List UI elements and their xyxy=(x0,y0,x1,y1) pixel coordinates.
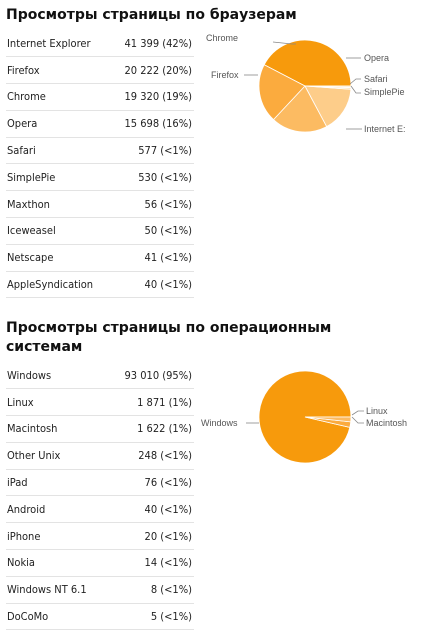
os-pie-chart: Windows Linux Macintosh xyxy=(201,370,407,464)
row-label: SimplePie xyxy=(6,163,111,192)
pie-label: Firefox xyxy=(211,70,239,80)
row-label: Other Unix xyxy=(6,442,107,470)
row-value: 41 (<1%) xyxy=(110,244,194,272)
pie-leader-line xyxy=(351,416,364,424)
row-value: 40 (<1%) xyxy=(110,271,194,299)
table-row: Linux 1 871 (1%) xyxy=(6,388,194,417)
row-label: Windows NT 6.1 xyxy=(6,576,107,604)
pie-slice-macintosh xyxy=(304,416,352,423)
row-label: DoCoMo xyxy=(6,603,107,631)
pie-slice-internet-explorer xyxy=(263,39,352,87)
row-label: Firefox xyxy=(6,56,111,85)
table-row: Chrome 19 320 (19%) xyxy=(6,83,194,111)
table-row: Firefox 20 222 (20%) xyxy=(6,56,194,85)
pie-leader-line xyxy=(351,410,364,416)
table-row: Nokia 14 (<1%) xyxy=(6,549,194,577)
table-row: Android 40 (<1%) xyxy=(6,495,194,524)
row-label: Netscape xyxy=(6,244,111,272)
row-value: 20 (<1%) xyxy=(106,522,194,551)
row-value: 14 (<1%) xyxy=(106,549,194,577)
pie-label: Chrome xyxy=(206,33,238,43)
row-label: AppleSyndication xyxy=(6,271,111,299)
row-value: 5 (<1%) xyxy=(106,603,194,631)
table-row: Iceweasel 50 (<1%) xyxy=(6,217,194,245)
row-value: 1 622 (1%) xyxy=(106,415,194,443)
pie-slice-opera xyxy=(304,85,352,128)
row-label: Macintosh xyxy=(6,415,107,443)
table-row: Safari 577 (<1%) xyxy=(6,137,194,165)
table-row: iPhone 20 (<1%) xyxy=(6,522,194,551)
row-value: 8 (<1%) xyxy=(106,576,194,604)
pie-leader-line xyxy=(350,85,361,94)
table-row: DoCoMo 5 (<1%) xyxy=(6,603,194,631)
row-label: Safari xyxy=(6,137,111,165)
row-label: Iceweasel xyxy=(6,217,111,245)
table-row: Other Unix 248 (<1%) xyxy=(6,442,194,470)
pie-label: SimplePie xyxy=(364,87,405,97)
table-row: Internet Explorer 41 399 (42%) xyxy=(6,30,194,58)
pie-slice-firefox xyxy=(258,64,306,121)
os-section-title: Просмотры страницы по операционным систе… xyxy=(6,320,332,355)
table-row: AppleSyndication 40 (<1%) xyxy=(6,271,194,299)
row-value: 41 399 (42%) xyxy=(110,30,194,58)
table-row: Windows NT 6.1 8 (<1%) xyxy=(6,576,194,604)
row-value: 93 010 (95%) xyxy=(106,362,194,390)
row-label: Android xyxy=(6,495,107,524)
os-table: Windows 93 010 (95%) Linux 1 871 (1%) Macint… xyxy=(6,362,194,631)
table-row: Opera 15 698 (16%) xyxy=(6,110,194,138)
row-label: iPad xyxy=(6,469,107,497)
row-value: 19 320 (19%) xyxy=(110,83,194,111)
pie-label: Macintosh xyxy=(366,418,407,428)
row-value: 50 (<1%) xyxy=(110,217,194,245)
row-label: Chrome xyxy=(6,83,111,111)
row-value: 1 871 (1%) xyxy=(106,388,194,417)
row-value: 15 698 (16%) xyxy=(110,110,194,138)
table-row: SimplePie 530 (<1%) xyxy=(6,163,194,192)
pie-label: Windows xyxy=(201,418,238,428)
table-row: Windows 93 010 (95%) xyxy=(6,362,194,390)
browsers-section-title: Просмотры страницы по браузерам xyxy=(6,7,297,23)
row-label: Maxthon xyxy=(6,190,111,219)
row-value: 530 (<1%) xyxy=(110,163,194,192)
pie-label: Linux xyxy=(366,406,388,416)
row-label: Linux xyxy=(6,388,107,417)
row-value: 40 (<1%) xyxy=(106,495,194,524)
row-value: 56 (<1%) xyxy=(110,190,194,219)
pie-label: Internet E: xyxy=(364,124,406,134)
row-value: 20 222 (20%) xyxy=(110,56,194,85)
pie-label: Safari xyxy=(364,74,388,84)
row-label: Nokia xyxy=(6,549,107,577)
pie-slice-chrome xyxy=(273,85,328,133)
browsers-table: Internet Explorer 41 399 (42%) Firefox 20 2… xyxy=(6,30,194,299)
row-value: 577 (<1%) xyxy=(110,137,194,165)
pie-label: Opera xyxy=(364,53,389,63)
table-row: Macintosh 1 622 (1%) xyxy=(6,415,194,443)
row-label: Opera xyxy=(6,110,111,138)
pie-leader-line xyxy=(272,41,296,45)
row-value: 248 (<1%) xyxy=(106,442,194,470)
pie-leader-line xyxy=(349,78,361,85)
row-label: Windows xyxy=(6,362,107,390)
row-label: Internet Explorer xyxy=(6,30,111,58)
table-row: Maxthon 56 (<1%) xyxy=(6,190,194,219)
row-value: 76 (<1%) xyxy=(106,469,194,497)
browsers-pie-chart: Chrome Opera Firefox Safari SimplePie Interne… xyxy=(206,33,406,134)
table-row: Netscape 41 (<1%) xyxy=(6,244,194,272)
table-row: iPad 76 (<1%) xyxy=(6,469,194,497)
row-label: iPhone xyxy=(6,522,107,551)
